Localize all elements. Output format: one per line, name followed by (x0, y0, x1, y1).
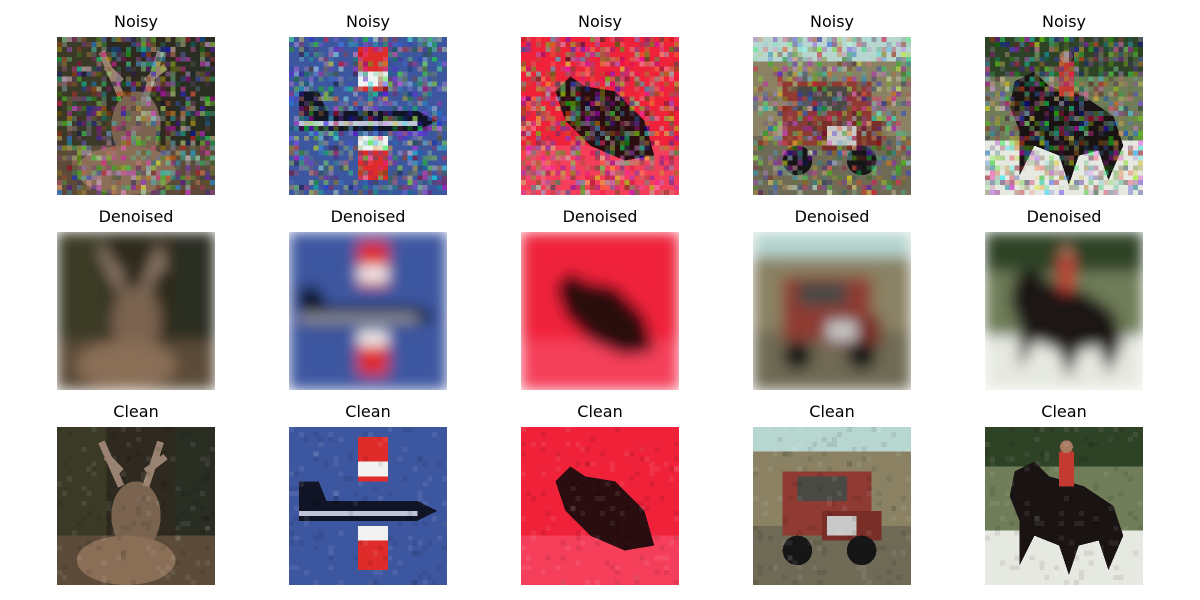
airplane-clean-image (289, 427, 447, 585)
truck-denoised-image (753, 232, 911, 390)
airplane-noisy-image (289, 37, 447, 195)
denoised-thumbnail (289, 232, 447, 390)
clean-thumbnail (289, 427, 447, 585)
clean-thumbnail (753, 427, 911, 585)
image-title: Denoised (794, 207, 870, 226)
noisy-thumbnail (753, 37, 911, 195)
cat-on-red-background-clean-image (521, 427, 679, 585)
truck-noisy-image (753, 37, 911, 195)
noisy-thumbnail (985, 37, 1143, 195)
horse-with-rider-clean-image (985, 427, 1143, 585)
noisy-thumbnail (289, 37, 447, 195)
image-title: Noisy (577, 12, 622, 31)
cat-on-red-background-noisy-image (521, 37, 679, 195)
image-title: Noisy (1041, 12, 1086, 31)
denoised-thumbnail (985, 232, 1143, 390)
cat-on-red-background-denoised-image (521, 232, 679, 390)
image-title: Clean (113, 402, 159, 421)
noisy-thumbnail (521, 37, 679, 195)
horse-with-rider-denoised-image (985, 232, 1143, 390)
clean-thumbnail (985, 427, 1143, 585)
denoised-thumbnail (753, 232, 911, 390)
image-title: Denoised (330, 207, 406, 226)
image-title: Denoised (562, 207, 638, 226)
image-title: Noisy (809, 12, 854, 31)
horse-with-rider-noisy-image (985, 37, 1143, 195)
denoised-thumbnail (521, 232, 679, 390)
image-title: Clean (345, 402, 391, 421)
truck-clean-image (753, 427, 911, 585)
clean-thumbnail (57, 427, 215, 585)
image-title: Noisy (113, 12, 158, 31)
deer-noisy-image (57, 37, 215, 195)
noisy-thumbnail (57, 37, 215, 195)
image-title: Clean (809, 402, 855, 421)
image-title: Denoised (98, 207, 174, 226)
clean-thumbnail (521, 427, 679, 585)
image-title: Denoised (1026, 207, 1102, 226)
deer-denoised-image (57, 232, 215, 390)
denoised-thumbnail (57, 232, 215, 390)
airplane-denoised-image (289, 232, 447, 390)
image-title: Clean (577, 402, 623, 421)
deer-clean-image (57, 427, 215, 585)
image-title: Noisy (345, 12, 390, 31)
image-title: Clean (1041, 402, 1087, 421)
